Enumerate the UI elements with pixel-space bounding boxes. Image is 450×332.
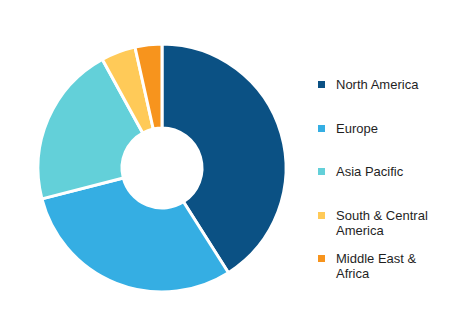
legend-label: North America xyxy=(336,77,441,92)
legend-swatch xyxy=(318,81,325,88)
legend-label: Europe xyxy=(336,121,441,136)
chart-root: North America Europe Asia Pacific South & C… xyxy=(0,0,450,332)
slice xyxy=(42,178,229,292)
legend-swatch xyxy=(318,168,325,175)
slices xyxy=(38,44,286,292)
legend-label: South & Central America xyxy=(336,208,441,238)
legend-label: Middle East & Africa xyxy=(336,251,441,281)
legend-swatch xyxy=(318,125,325,132)
legend-swatch xyxy=(318,255,325,262)
legend-swatch xyxy=(318,212,325,219)
legend-label: Asia Pacific xyxy=(336,164,441,179)
slice xyxy=(135,44,162,129)
